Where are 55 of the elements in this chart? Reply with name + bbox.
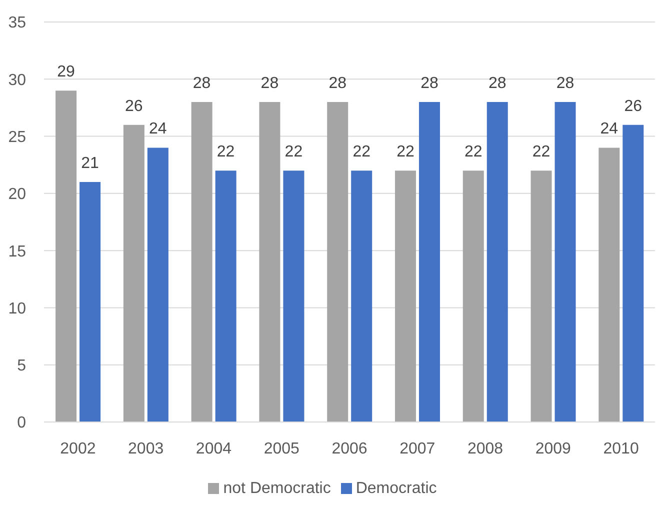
bar: [80, 182, 101, 422]
data-label: 28: [556, 75, 574, 92]
y-tick-label: 0: [17, 414, 26, 432]
y-tick-label: 20: [8, 186, 26, 204]
bar: [418, 102, 440, 422]
x-tick-label: 2003: [128, 440, 164, 458]
y-tick-label: 15: [8, 243, 26, 260]
bar: [554, 102, 576, 422]
y-tick-label: 25: [8, 128, 26, 146]
bar: [462, 170, 484, 422]
bar: [622, 124, 644, 422]
y-tick-label: 10: [8, 300, 26, 318]
bar: [215, 170, 236, 422]
x-tick-label: 2002: [60, 440, 96, 458]
legend-label: Democratic: [356, 480, 437, 497]
data-label: 24: [600, 120, 618, 138]
data-label: 29: [57, 64, 76, 81]
data-label: 28: [260, 75, 279, 92]
data-label: 22: [352, 144, 371, 161]
data-label: 22: [464, 144, 482, 161]
data-label: 24: [149, 120, 167, 138]
bar: [486, 102, 508, 422]
y-tick-label: 30: [8, 72, 26, 89]
x-tick-label: 2009: [535, 440, 572, 458]
bar: [259, 102, 280, 422]
x-tick-label: 2008: [467, 440, 504, 458]
data-label: 22: [396, 144, 414, 161]
data-label: 21: [81, 155, 100, 172]
data-label: 26: [624, 98, 642, 115]
x-tick-label: 2006: [332, 440, 368, 458]
bar: [327, 102, 348, 422]
bar: [147, 148, 168, 422]
x-tick-label: 2005: [264, 440, 300, 458]
data-label: 26: [125, 98, 143, 115]
bar: [191, 102, 212, 422]
bar: [123, 124, 144, 422]
bar: [351, 170, 372, 422]
legend-label: not Democratic: [223, 480, 331, 497]
x-tick-label: 2004: [196, 440, 232, 458]
y-tick-label: 35: [8, 14, 26, 32]
data-label: 22: [216, 144, 235, 161]
data-label: 28: [328, 75, 347, 92]
y-tick-label: 5: [17, 358, 26, 375]
data-label: 28: [420, 75, 438, 92]
data-label: 22: [532, 144, 550, 161]
bar: [394, 170, 416, 422]
data-label: 22: [284, 144, 303, 161]
bar: [283, 170, 304, 422]
bar: [56, 90, 77, 422]
x-tick-label: 2010: [603, 440, 639, 458]
x-tick-label: 2007: [400, 440, 436, 458]
bar: [598, 148, 620, 422]
data-label: 28: [192, 75, 211, 92]
data-label: 28: [488, 75, 506, 92]
bar: [530, 170, 552, 422]
